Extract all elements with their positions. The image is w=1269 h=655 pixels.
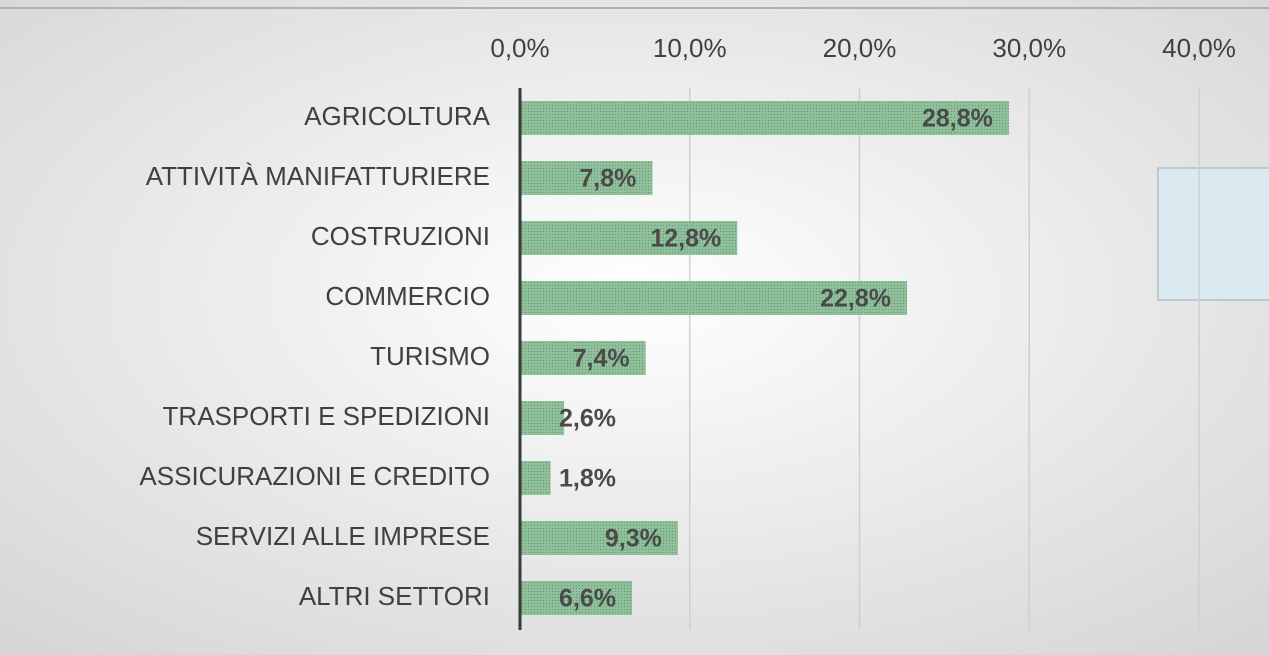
bar [520, 101, 1009, 135]
category-label: ASSICURAZIONI E CREDITO [139, 461, 490, 491]
category-label: TRASPORTI E SPEDIZIONI [163, 401, 490, 431]
data-label: 9,3% [605, 525, 662, 553]
bar [520, 401, 565, 435]
x-tick-label: 40,0% [1162, 33, 1236, 63]
bar [520, 341, 646, 375]
bar [520, 161, 653, 195]
legend-box [1157, 167, 1269, 301]
category-label: TURISMO [370, 341, 490, 371]
data-label: 28,8% [922, 105, 993, 133]
category-label: ALTRI SETTORI [299, 581, 490, 611]
data-label: 7,4% [573, 345, 630, 373]
category-label: COSTRUZIONI [311, 221, 490, 251]
data-label: 12,8% [650, 225, 721, 253]
data-label: 1,8% [559, 465, 616, 493]
data-label: 22,8% [820, 285, 891, 313]
x-tick-label: 30,0% [992, 33, 1066, 63]
bar [520, 221, 738, 255]
data-label: 6,6% [559, 585, 616, 613]
bar [520, 521, 678, 555]
category-label: COMMERCIO [325, 281, 490, 311]
x-tick-label: 20,0% [823, 33, 897, 63]
bar [520, 581, 633, 615]
data-label: 7,8% [579, 165, 636, 193]
bar [520, 281, 908, 315]
x-tick-label: 10,0% [653, 33, 727, 63]
bar [520, 461, 551, 495]
category-label: ATTIVITÀ MANIFATTURIERE [146, 161, 490, 191]
x-tick-label: 0,0% [490, 33, 549, 63]
category-label: SERVIZI ALLE IMPRESE [196, 521, 490, 551]
category-label: AGRICOLTURA [304, 101, 491, 131]
data-label: 2,6% [559, 405, 616, 433]
